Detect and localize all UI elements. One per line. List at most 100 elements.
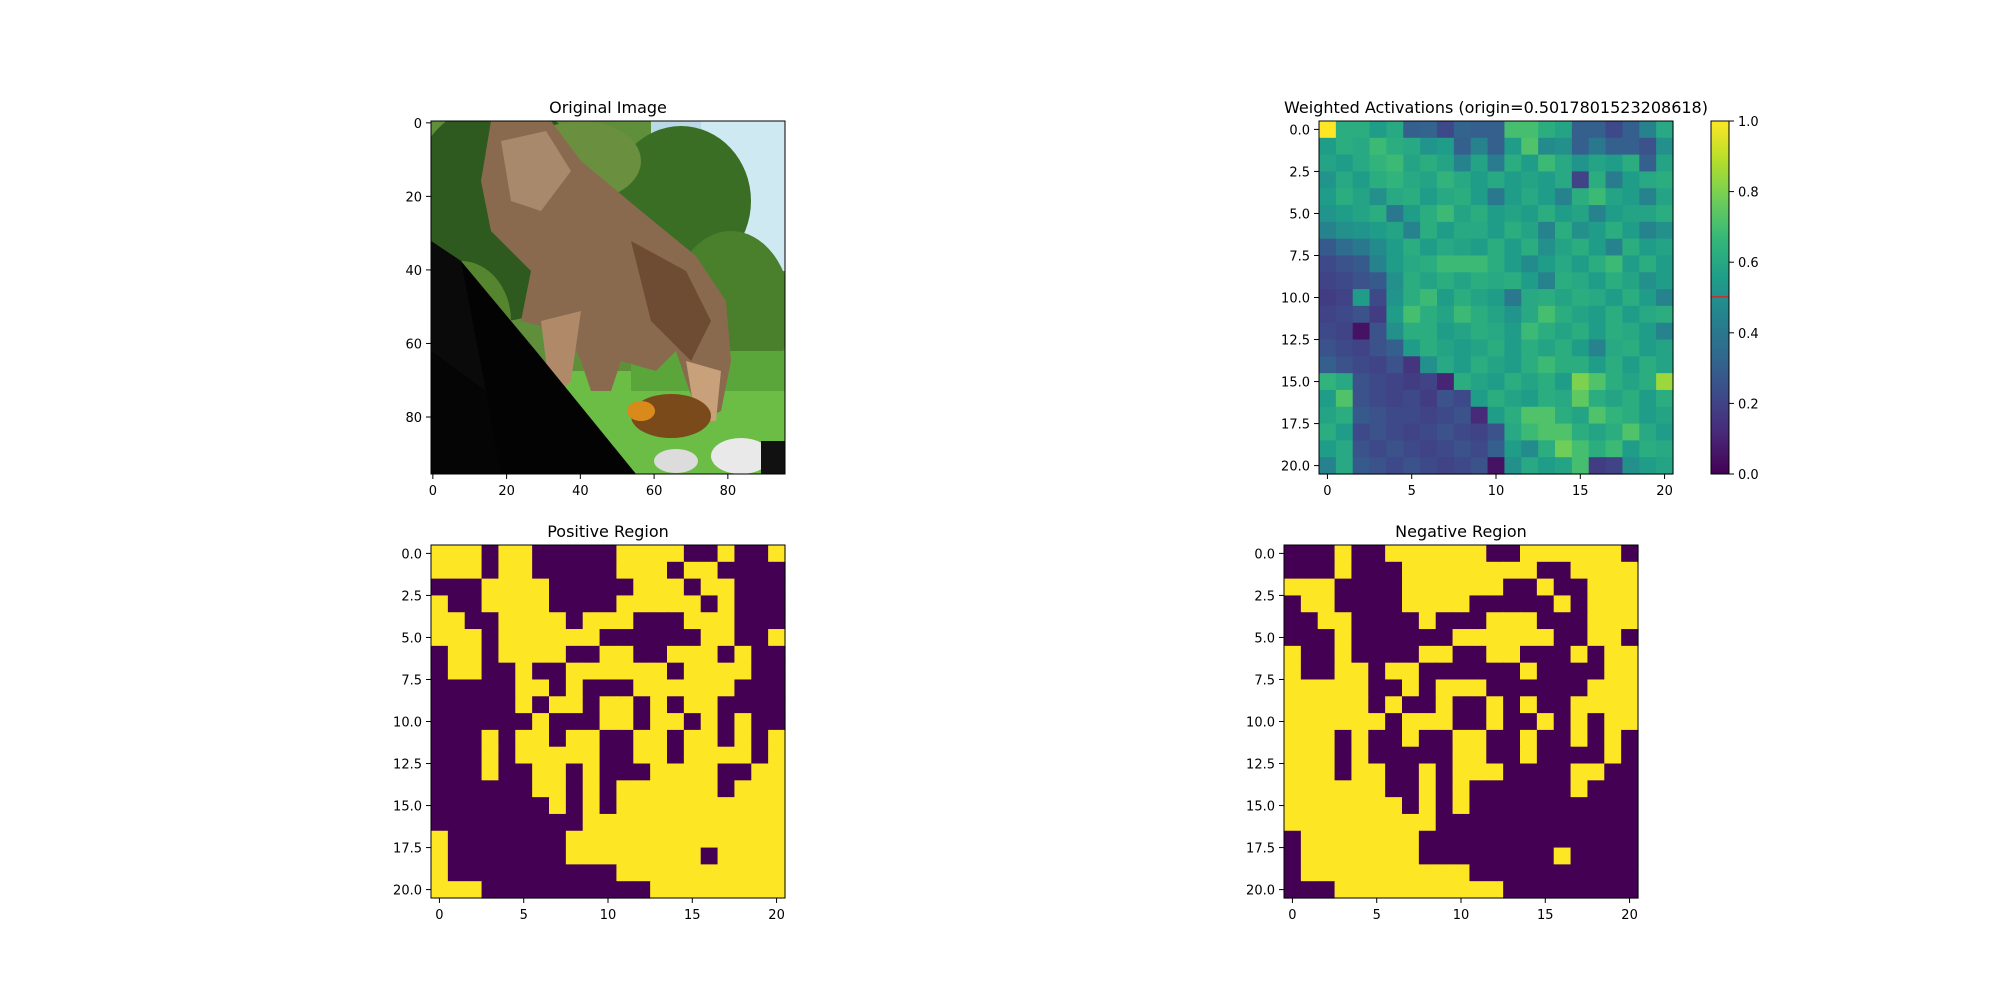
heatmap-cell bbox=[1300, 679, 1319, 697]
heatmap-cell bbox=[1504, 121, 1522, 139]
heatmap-cell bbox=[751, 780, 769, 798]
y-tick-label: 12.5 bbox=[1281, 334, 1310, 349]
heatmap-cell bbox=[1319, 305, 1337, 324]
heatmap-cell bbox=[1452, 864, 1471, 882]
heatmap-cell bbox=[1351, 713, 1369, 731]
heatmap-cell bbox=[1639, 322, 1657, 341]
heatmap-cell bbox=[768, 881, 786, 899]
heatmap-cell bbox=[1536, 561, 1555, 580]
heatmap-cell bbox=[1504, 457, 1522, 475]
heatmap-cell bbox=[1486, 881, 1504, 899]
y-tick-label: 15.0 bbox=[1281, 376, 1310, 391]
heatmap-cell bbox=[633, 595, 651, 613]
heatmap-cell bbox=[447, 847, 466, 865]
heatmap-cell bbox=[633, 746, 651, 765]
heatmap-cell bbox=[1335, 373, 1354, 391]
heatmap-cell bbox=[431, 545, 449, 563]
heatmap-cell bbox=[1538, 171, 1556, 189]
heatmap-cell bbox=[667, 679, 685, 697]
y-tick-label: 5.0 bbox=[1289, 207, 1310, 222]
panel-original-image: 0 20 40 60 80 0 20 40 60 80 Original Image bbox=[405, 98, 786, 499]
heatmap-cell bbox=[700, 578, 719, 597]
heatmap-cell bbox=[1437, 322, 1455, 341]
colorbar-frame bbox=[1710, 120, 1730, 475]
heatmap-cell bbox=[1386, 289, 1404, 307]
heatmap-cell bbox=[1453, 389, 1472, 408]
heatmap-cell bbox=[1521, 305, 1539, 324]
heatmap-cell bbox=[1317, 780, 1336, 798]
heatmap-cell bbox=[1437, 406, 1455, 425]
heatmap-cell bbox=[1486, 780, 1504, 798]
heatmap-cell bbox=[565, 679, 584, 697]
heatmap-cell bbox=[532, 595, 550, 613]
heatmap-cell bbox=[734, 864, 752, 882]
heatmap-cell bbox=[1453, 356, 1472, 374]
heatmap-cell bbox=[1369, 423, 1388, 441]
heatmap-cell bbox=[1420, 289, 1438, 307]
heatmap-cell bbox=[1335, 272, 1354, 290]
heatmap-cell bbox=[1503, 729, 1521, 748]
heatmap-cell bbox=[1453, 171, 1472, 189]
heatmap-cell bbox=[1403, 322, 1421, 341]
heatmap-cell bbox=[1469, 864, 1487, 882]
heatmap-cell bbox=[1520, 645, 1538, 664]
heatmap-cell bbox=[1470, 255, 1489, 273]
heatmap-cell bbox=[447, 629, 466, 647]
heatmap-cell bbox=[616, 578, 634, 597]
heatmap-cell bbox=[1369, 255, 1388, 273]
heatmap-cell bbox=[1385, 830, 1403, 849]
heatmap-cell bbox=[717, 763, 736, 781]
heatmap-cell bbox=[683, 612, 702, 630]
heatmap-cell bbox=[1435, 679, 1454, 697]
heatmap-cell bbox=[1504, 289, 1522, 307]
heatmap-cell bbox=[734, 561, 752, 580]
heatmap-cell bbox=[1503, 813, 1521, 832]
heatmap-cell bbox=[616, 830, 634, 849]
heatmap-cell bbox=[1570, 679, 1589, 697]
heatmap-cell bbox=[1571, 440, 1590, 458]
heatmap-cell bbox=[565, 847, 584, 865]
heatmap-cell bbox=[1469, 662, 1487, 681]
heatmap-cell bbox=[1538, 137, 1556, 156]
heatmap-cell bbox=[1570, 813, 1589, 832]
heatmap-cell bbox=[1352, 272, 1371, 290]
heatmap-cell bbox=[464, 729, 483, 748]
heatmap-cell bbox=[650, 797, 668, 815]
heatmap-cell bbox=[447, 763, 466, 781]
heatmap-cell bbox=[1351, 696, 1369, 714]
heatmap-cell bbox=[734, 830, 752, 849]
heatmap-cell bbox=[1369, 272, 1388, 290]
heatmap-cell bbox=[1486, 645, 1504, 664]
heatmap-cell bbox=[1453, 121, 1472, 139]
heatmap-cell bbox=[1386, 406, 1404, 425]
heatmap-cell bbox=[1420, 423, 1438, 441]
heatmap-cell bbox=[700, 763, 719, 781]
heatmap-cell bbox=[1487, 440, 1506, 458]
heatmap-cell bbox=[1453, 221, 1472, 240]
heatmap-cell bbox=[717, 545, 736, 563]
x-tick-label: 20 bbox=[498, 484, 515, 499]
heatmap-cell bbox=[1420, 389, 1438, 408]
heatmap-cell bbox=[734, 629, 752, 647]
heatmap-cell bbox=[1538, 322, 1556, 341]
heatmap-cell bbox=[650, 746, 668, 765]
heatmap-cell bbox=[1352, 205, 1371, 223]
heatmap-cell bbox=[633, 662, 651, 681]
heatmap-cell bbox=[1622, 188, 1640, 206]
heatmap-cell bbox=[751, 864, 769, 882]
heatmap-cell bbox=[1504, 137, 1522, 156]
heatmap-cell bbox=[751, 679, 769, 697]
negative-heatmap-cells bbox=[1284, 545, 1639, 899]
heatmap-cell bbox=[1588, 406, 1607, 425]
heatmap-cell bbox=[683, 696, 702, 714]
heatmap-cell bbox=[1621, 763, 1639, 781]
heatmap-cell bbox=[1487, 121, 1506, 139]
heatmap-cell bbox=[1571, 171, 1590, 189]
heatmap-cell bbox=[1571, 457, 1590, 475]
heatmap-cell bbox=[1621, 780, 1639, 798]
heatmap-cell bbox=[1418, 595, 1437, 613]
heatmap-cell bbox=[431, 847, 449, 865]
heatmap-cell bbox=[1469, 763, 1487, 781]
heatmap-cell bbox=[683, 813, 702, 832]
heatmap-cell bbox=[1520, 662, 1538, 681]
